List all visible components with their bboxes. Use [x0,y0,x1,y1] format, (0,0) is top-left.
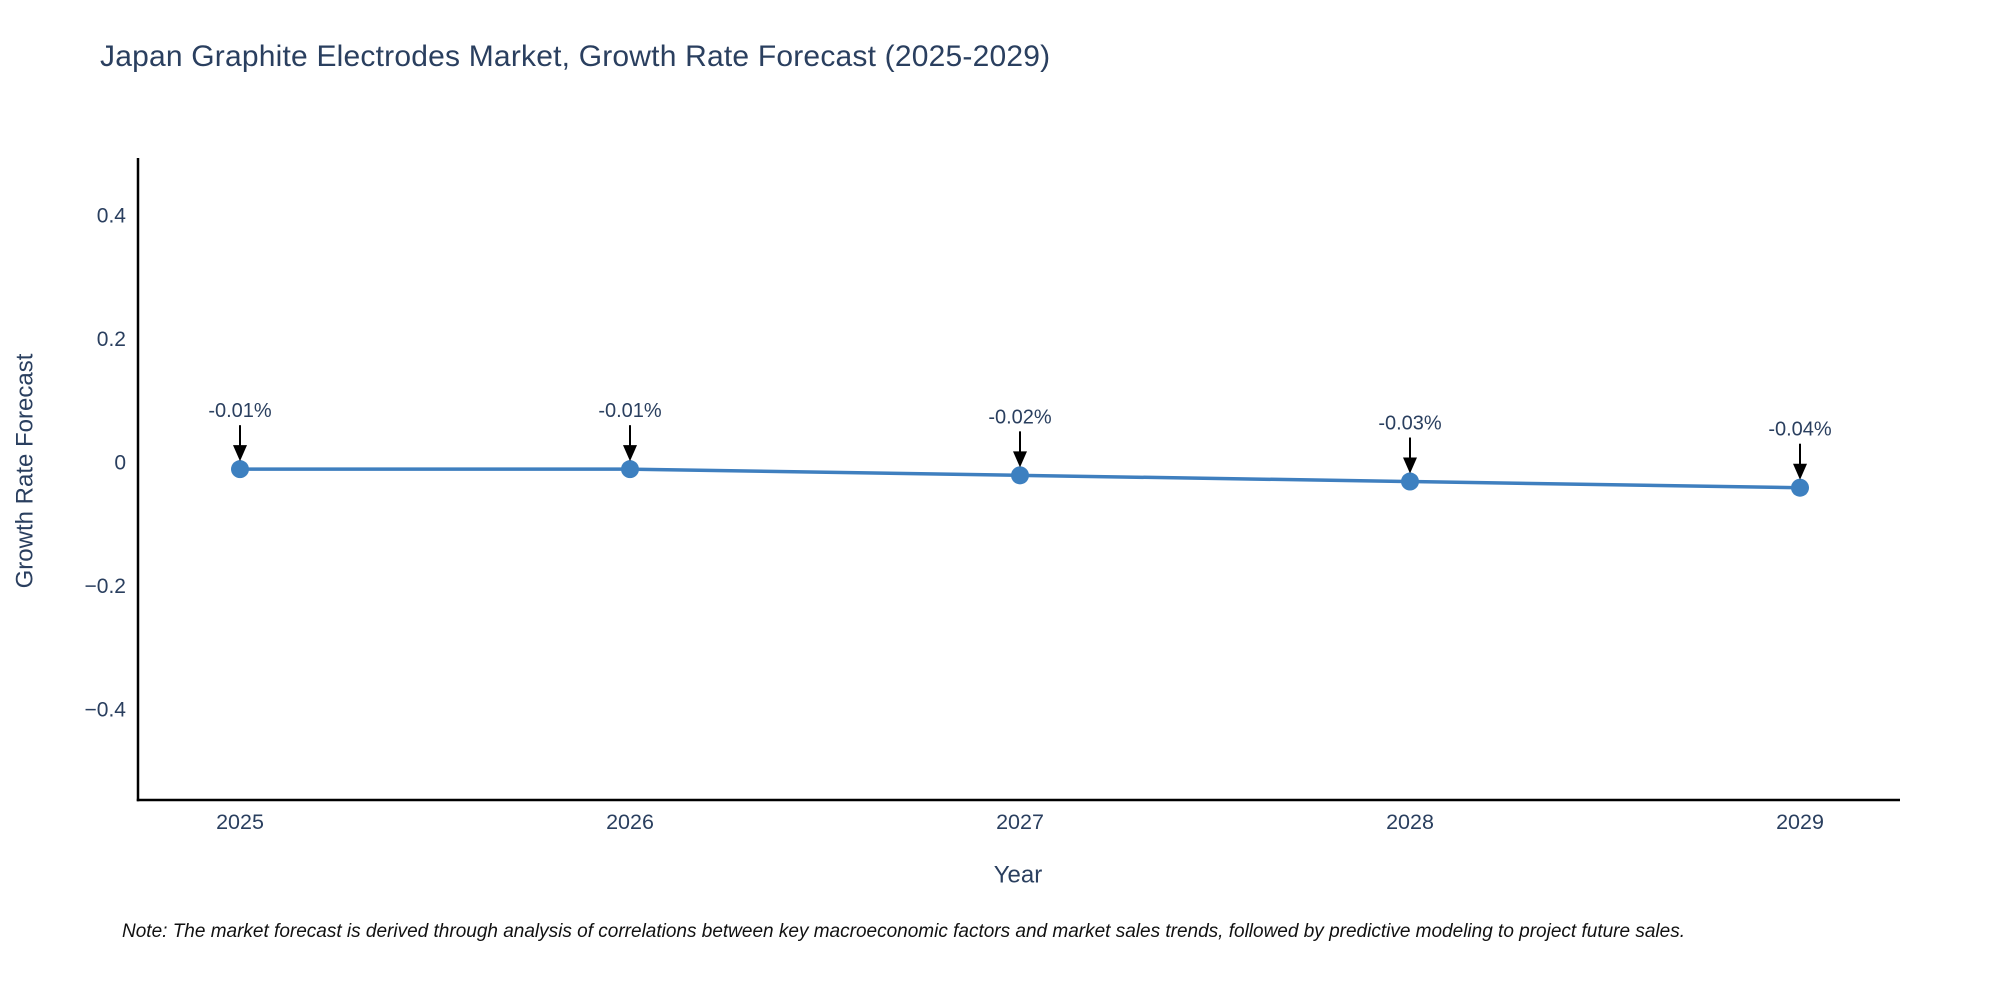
annotation-arrowhead [1793,463,1807,480]
x-tick-label: 2027 [996,810,1044,834]
y-tick-label: 0.2 [97,328,126,351]
footnote: Note: The market forecast is derived thr… [122,921,1685,942]
x-tick-label: 2029 [1776,810,1824,834]
annotation-arrowhead [1013,451,1027,468]
data-point-2025[interactable] [231,460,249,479]
data-point-2029[interactable] [1791,478,1809,497]
x-tick-label: 2025 [216,810,264,834]
annotation-label: -0.01% [208,400,272,422]
chart-title: Japan Graphite Electrodes Market, Growth… [100,40,1051,73]
y-tick-label: −0.2 [85,575,126,598]
annotation-arrowhead [1403,457,1417,474]
x-tick-label: 2026 [606,810,654,834]
y-tick-label: −0.4 [85,699,127,722]
data-point-2026[interactable] [621,460,639,479]
annotation-label: -0.02% [988,406,1052,428]
annotation-label: -0.03% [1378,413,1442,435]
data-point-2027[interactable] [1011,466,1029,485]
annotation-label: -0.01% [598,400,662,422]
x-tick-label: 2028 [1386,810,1434,834]
y-tick-label: 0.4 [97,205,127,228]
annotation-arrowhead [623,445,637,462]
x-axis-title: Year [994,862,1043,889]
data-point-2028[interactable] [1401,472,1419,491]
y-axis-title: Growth Rate Forecast [12,353,39,588]
annotation-arrowhead [233,445,247,462]
annotation-label: -0.04% [1768,419,1832,441]
y-tick-label: 0 [114,452,126,475]
